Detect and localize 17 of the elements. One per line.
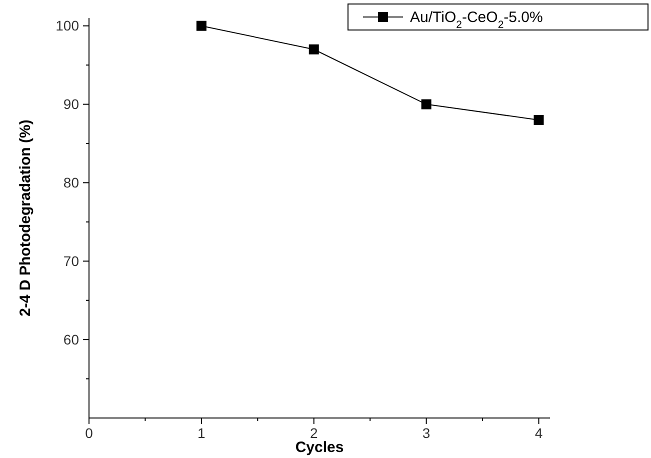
x-tick-label: 1 xyxy=(198,425,206,441)
y-tick-label: 70 xyxy=(63,253,80,270)
y-tick-label: 80 xyxy=(63,174,80,191)
x-tick-label: 3 xyxy=(422,425,430,441)
point xyxy=(421,99,432,110)
point xyxy=(534,114,544,125)
x-tick-label: 0 xyxy=(85,425,94,441)
legend-label: Au/TiO$_{2}$-CeO$_{2}$-5.0% xyxy=(410,9,543,31)
x-tick-label: 4 xyxy=(534,425,543,441)
y-axis-title: 2-4 D Photodegradation (%) xyxy=(17,120,34,316)
y-tick-label: 100 xyxy=(56,18,80,34)
y-tick-label: 90 xyxy=(63,96,80,112)
point xyxy=(196,20,206,31)
x-tick-label: 2 xyxy=(310,425,318,441)
x-axis-title: Cycles xyxy=(295,439,344,456)
point xyxy=(308,44,319,54)
y-tick-label: 60 xyxy=(63,331,80,348)
